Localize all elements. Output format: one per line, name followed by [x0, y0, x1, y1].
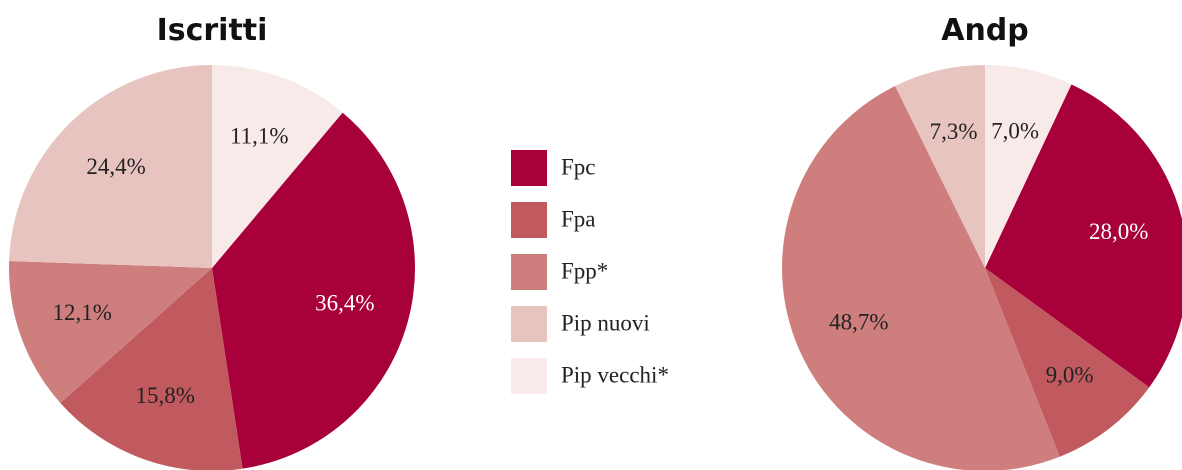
- legend-swatch: [511, 202, 547, 238]
- legend-label: Fpc: [561, 154, 596, 179]
- pie-slice: [895, 65, 985, 268]
- legend-label: Fpa: [561, 206, 596, 231]
- slice-label: 12,1%: [52, 300, 111, 325]
- slice-label: 7,0%: [991, 119, 1039, 144]
- legend-label: Pip nuovi: [561, 310, 650, 335]
- legend-swatch: [511, 150, 547, 186]
- pie-slice: [985, 65, 1072, 268]
- chart-title: Andp: [941, 13, 1029, 48]
- slice-label: 11,1%: [230, 124, 289, 149]
- pie-slice: [212, 112, 416, 469]
- slice-label: 36,4%: [315, 291, 374, 316]
- legend-label: Pip vecchi*: [561, 362, 669, 387]
- legend-label: Fpp*: [561, 258, 608, 283]
- slice-label: 9,0%: [1046, 362, 1094, 387]
- pie-slice: [985, 268, 1150, 457]
- pie-slice: [782, 85, 1060, 470]
- slice-label: 24,4%: [86, 154, 145, 179]
- slice-label: 48,7%: [829, 309, 888, 334]
- pie-slice: [985, 84, 1182, 388]
- slice-label: 15,8%: [135, 383, 194, 408]
- chart-title: Iscritti: [157, 13, 268, 48]
- legend-swatch: [511, 306, 547, 342]
- legend-swatch: [511, 254, 547, 290]
- slice-label: 28,0%: [1089, 219, 1148, 244]
- pie-slice: [9, 65, 212, 268]
- pie-slice: [212, 65, 343, 268]
- slice-label: 7,3%: [930, 119, 978, 144]
- legend-swatch: [511, 358, 547, 394]
- pie-slice: [8, 260, 212, 403]
- pie-slice: [60, 268, 243, 470]
